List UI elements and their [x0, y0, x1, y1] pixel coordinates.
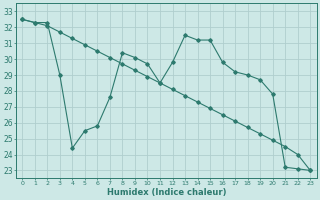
- X-axis label: Humidex (Indice chaleur): Humidex (Indice chaleur): [107, 188, 226, 197]
